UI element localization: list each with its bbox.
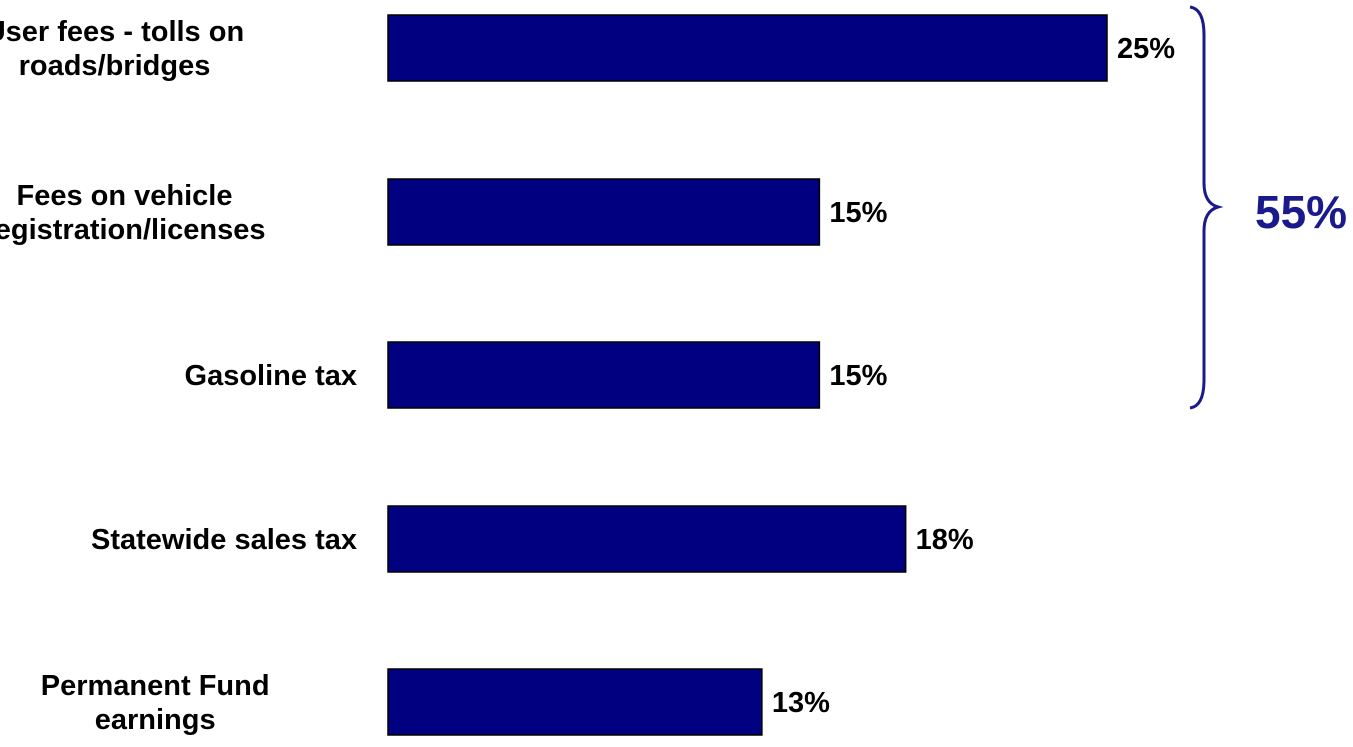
category-label: Fees on vehicle registration/licenses <box>0 180 266 246</box>
category-labels-layer: User fees - tolls on roads/bridges Fees on… <box>0 16 357 736</box>
group-total-label: 55% <box>1255 186 1347 238</box>
category-label-line: Statewide sales tax <box>91 524 357 556</box>
category-label-line: registration/licenses <box>0 214 266 246</box>
category-label-line: earnings <box>95 704 216 736</box>
category-label-line: Permanent Fund <box>41 670 270 702</box>
value-label: 15% <box>829 197 887 229</box>
category-label-line: Gasoline tax <box>185 360 357 392</box>
bar <box>387 178 821 246</box>
category-label-line: roads/bridges <box>19 50 211 82</box>
value-label: 15% <box>829 360 887 392</box>
category-label-line: Fees on vehicle <box>16 180 232 212</box>
bar <box>387 668 763 736</box>
group-brace <box>1189 5 1224 410</box>
category-label: Statewide sales tax <box>91 524 357 556</box>
category-label: Gasoline tax <box>185 360 357 392</box>
bar <box>387 341 821 409</box>
category-label-line: User fees - tolls on <box>0 16 244 48</box>
category-label: User fees - tolls on roads/bridges <box>0 16 244 82</box>
value-labels-layer: 25% 15% 15% 18% 13% <box>772 33 1175 719</box>
value-label: 13% <box>772 687 830 719</box>
value-label: 25% <box>1117 33 1175 65</box>
category-label: Permanent Fund earnings <box>41 670 270 736</box>
bar <box>387 14 1108 82</box>
value-label: 18% <box>916 524 974 556</box>
bar <box>387 505 907 573</box>
bars-layer <box>387 14 1108 736</box>
